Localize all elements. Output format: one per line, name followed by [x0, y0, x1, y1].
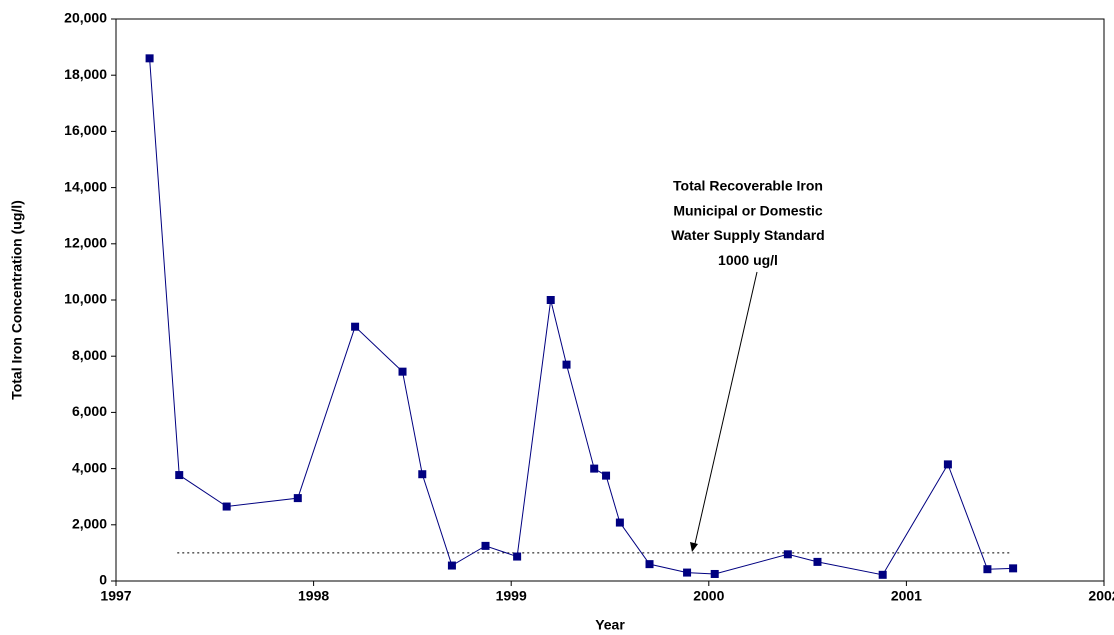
y-tick-label: 6,000	[72, 403, 107, 419]
x-tick-label: 1998	[298, 588, 329, 604]
annotation: Total Recoverable Iron	[673, 178, 823, 194]
y-tick-label: 16,000	[64, 122, 107, 138]
data-point	[447, 561, 456, 570]
data-point	[1009, 564, 1018, 573]
data-point	[590, 464, 599, 473]
x-tick-label: 2000	[693, 588, 724, 604]
data-point	[710, 569, 719, 578]
x-axis-title: Year	[595, 617, 625, 633]
data-point	[418, 470, 427, 479]
data-point	[175, 471, 184, 480]
y-tick-label: 10,000	[64, 291, 107, 307]
data-point	[398, 367, 407, 376]
y-tick-label: 18,000	[64, 66, 107, 82]
data-point	[602, 471, 611, 480]
annotation-arrow	[693, 271, 758, 549]
y-tick-label: 8,000	[72, 347, 107, 363]
x-tick-label: 2002	[1088, 588, 1114, 604]
data-point	[351, 322, 360, 331]
annotation: Water Supply Standard	[671, 227, 825, 243]
y-tick-label: 20,000	[64, 10, 107, 26]
data-point	[783, 550, 792, 559]
data-point	[513, 552, 522, 561]
data-point	[813, 557, 822, 566]
data-point	[645, 560, 654, 569]
y-tick-label: 12,000	[64, 235, 107, 251]
plot-frame	[115, 18, 1105, 582]
data-point	[878, 570, 887, 579]
data-line	[149, 58, 1014, 576]
x-tick-label: 1997	[100, 588, 131, 604]
y-tick-label: 14,000	[64, 178, 107, 194]
annotation: Municipal or Domestic	[673, 202, 823, 218]
y-tick-label: 0	[99, 572, 107, 588]
data-point	[293, 494, 302, 503]
data-point	[145, 54, 154, 63]
y-axis-title: Total Iron Concentration (ug/l)	[9, 200, 25, 400]
data-point	[546, 296, 555, 304]
y-tick-label: 4,000	[72, 459, 107, 475]
data-point	[481, 541, 490, 550]
data-point	[615, 518, 624, 527]
data-point	[683, 568, 692, 577]
y-tick-label: 2,000	[72, 516, 107, 532]
data-point	[562, 360, 571, 369]
x-tick-label: 1999	[496, 588, 527, 604]
data-point	[983, 565, 992, 574]
x-tick-label: 2001	[891, 588, 922, 604]
data-point	[943, 460, 952, 469]
annotation: 1000 ug/l	[718, 252, 778, 268]
annotation-arrowhead	[690, 542, 698, 552]
data-point	[222, 502, 231, 511]
